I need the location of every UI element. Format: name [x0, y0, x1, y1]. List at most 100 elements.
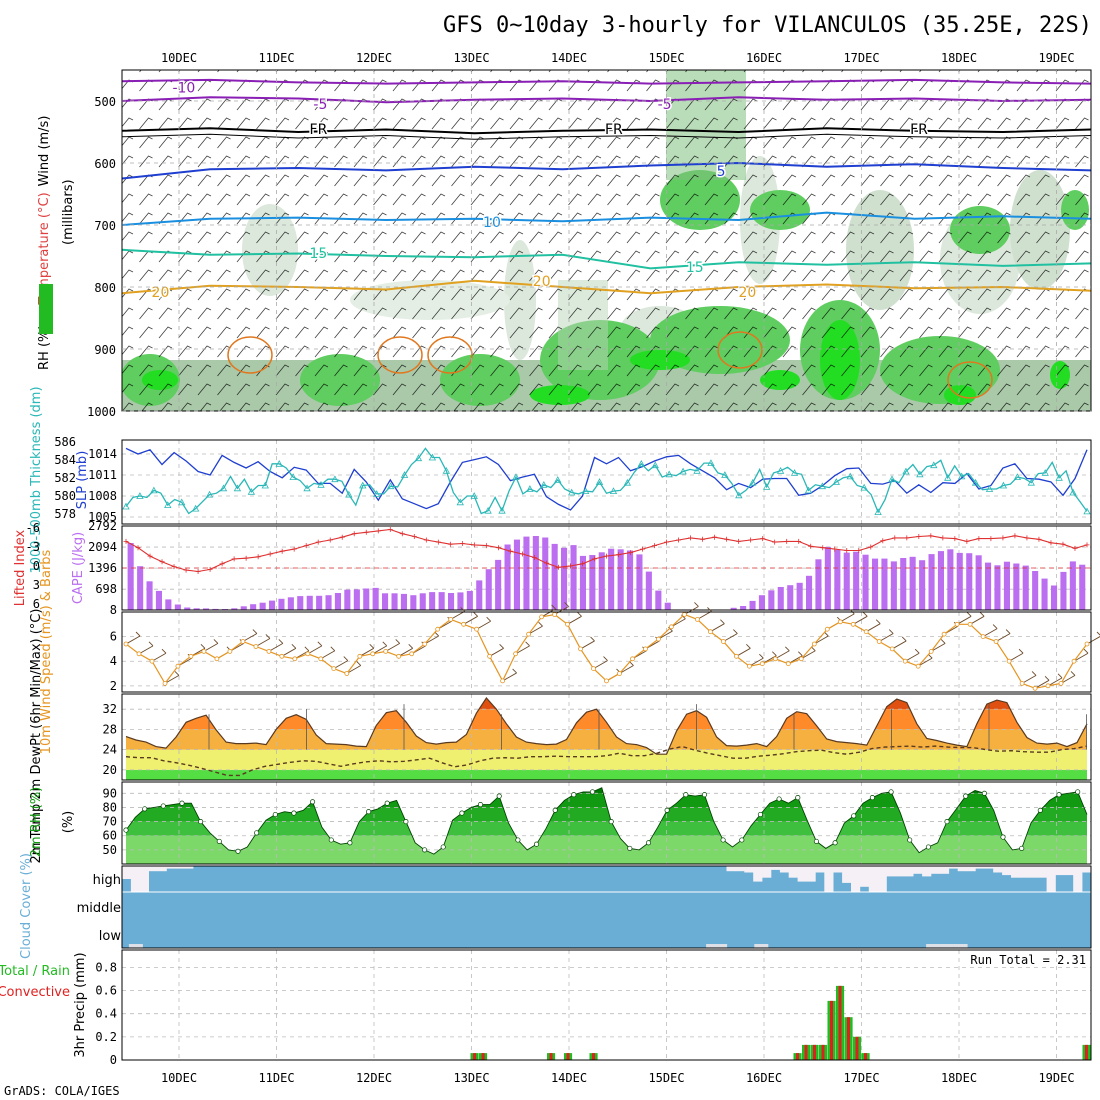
top-date-label: 18DEC	[941, 51, 977, 65]
rh-tick: 50	[103, 843, 117, 857]
cloud-panel: high middle low Cloud Cover (%)	[19, 853, 1092, 959]
thickness-point	[512, 473, 520, 480]
wind-point	[1032, 685, 1038, 691]
li-tick: 0	[33, 559, 40, 573]
convective-bar	[855, 1036, 859, 1060]
wind-tick: 4	[110, 654, 117, 668]
wind-barb	[463, 611, 478, 625]
wind-barb	[320, 646, 336, 660]
rh-point	[515, 837, 521, 843]
cape-bar	[561, 547, 568, 610]
wind-barb	[736, 643, 751, 657]
wind-point	[305, 651, 311, 657]
rh-tick: 90	[103, 786, 117, 800]
cape-bar	[956, 552, 963, 610]
cape-bar	[579, 555, 586, 610]
upper-axis-labels: RH (%) Temperature (°C) Wind (m/s)	[37, 116, 52, 370]
thickness-point	[651, 461, 659, 469]
wind-barb	[710, 619, 725, 633]
convective-bar	[813, 1044, 816, 1060]
temp-line	[125, 697, 1088, 755]
wind-point	[798, 656, 804, 662]
wind-barb	[1060, 671, 1076, 684]
precip-tick: 0.4	[95, 1007, 117, 1021]
rh-point	[1037, 807, 1043, 813]
cloud-high-gap	[931, 866, 941, 874]
cape-bar	[438, 592, 445, 610]
wind-point	[734, 653, 739, 659]
top-date-label: 13DEC	[453, 51, 489, 65]
cape-bar	[787, 585, 794, 610]
cape-bar	[1041, 578, 1048, 610]
rh-point	[851, 813, 857, 819]
cape-bar	[297, 596, 304, 610]
axis-label: 10m Wind Speed (m/s) & Barbs	[39, 549, 54, 754]
thickness-point	[136, 492, 144, 499]
precip-tick: 0.2	[95, 1030, 117, 1044]
wind-point	[149, 658, 155, 664]
rh-point	[123, 827, 129, 833]
thickness-point	[874, 508, 882, 515]
cape-bar	[457, 592, 464, 610]
wind-point	[721, 639, 726, 644]
cloud-low-gap	[761, 944, 769, 948]
wind-barb	[528, 621, 543, 635]
cloud-high-gap	[788, 866, 798, 878]
wind-tick: 6	[110, 630, 117, 644]
rh-point	[1075, 789, 1081, 795]
wind-label: RH (%) Temperature (°C) Wind (m/s)	[37, 116, 52, 370]
rh-point	[925, 844, 931, 850]
rh-point	[608, 819, 614, 825]
wind-barb	[203, 639, 219, 652]
cape-bar	[269, 600, 276, 610]
panel-frame	[121, 439, 1092, 525]
cloud-low-gap	[932, 944, 941, 948]
wind-point	[747, 663, 752, 669]
wind-point	[188, 653, 194, 659]
li-point	[123, 538, 129, 544]
temperature-legend-label: Temperature (°C)	[37, 192, 52, 305]
li-point	[916, 534, 922, 539]
cloud-high-gap	[904, 866, 914, 877]
cape-bar	[994, 565, 1001, 610]
warm-contour	[427, 336, 473, 374]
thickness-point	[359, 481, 367, 489]
rh-tick: 60	[103, 829, 117, 843]
thickness-point	[762, 483, 771, 490]
cape-bar	[165, 599, 172, 610]
wind-point	[837, 619, 843, 625]
cloud-low-gap	[706, 944, 714, 948]
wind-barb	[476, 616, 491, 630]
thickness-point	[1069, 488, 1077, 496]
bottom-date-label: 17DEC	[843, 1071, 879, 1085]
cape-bar	[344, 589, 351, 610]
thickness-point	[1041, 469, 1049, 476]
pressure-tick: 1000	[87, 405, 116, 419]
wind-point	[591, 666, 596, 671]
cloud-high-gap	[957, 866, 967, 872]
thickness-point	[317, 480, 325, 488]
li-point	[772, 539, 778, 545]
rh-point	[1019, 845, 1025, 851]
li-point	[387, 527, 393, 532]
li-point	[555, 564, 561, 570]
li-point	[1036, 536, 1042, 542]
cloud-high-gap	[851, 866, 861, 892]
axis-label: Cloud Cover (%)	[19, 853, 34, 959]
thickness-point	[1013, 473, 1022, 480]
cloud-high-gap	[1073, 866, 1083, 892]
li-point	[339, 534, 345, 540]
bottom-date-label: 16DEC	[746, 1071, 782, 1085]
thickness-point	[205, 490, 214, 498]
cape-bar	[400, 593, 407, 610]
cloud-level-label: high	[93, 873, 121, 888]
li-point	[351, 531, 357, 537]
wind-barb	[567, 611, 582, 625]
rh-legend-label: RH (%)	[37, 325, 52, 370]
wind-point	[214, 656, 220, 662]
rh-point	[981, 790, 987, 796]
wind-barb	[904, 648, 920, 662]
li-point	[784, 538, 790, 544]
upper-air-panel: -10 -5 -5 FR FR FR 5 10 15 15 20 20 20 500 600 700 800 9…	[37, 69, 1092, 419]
